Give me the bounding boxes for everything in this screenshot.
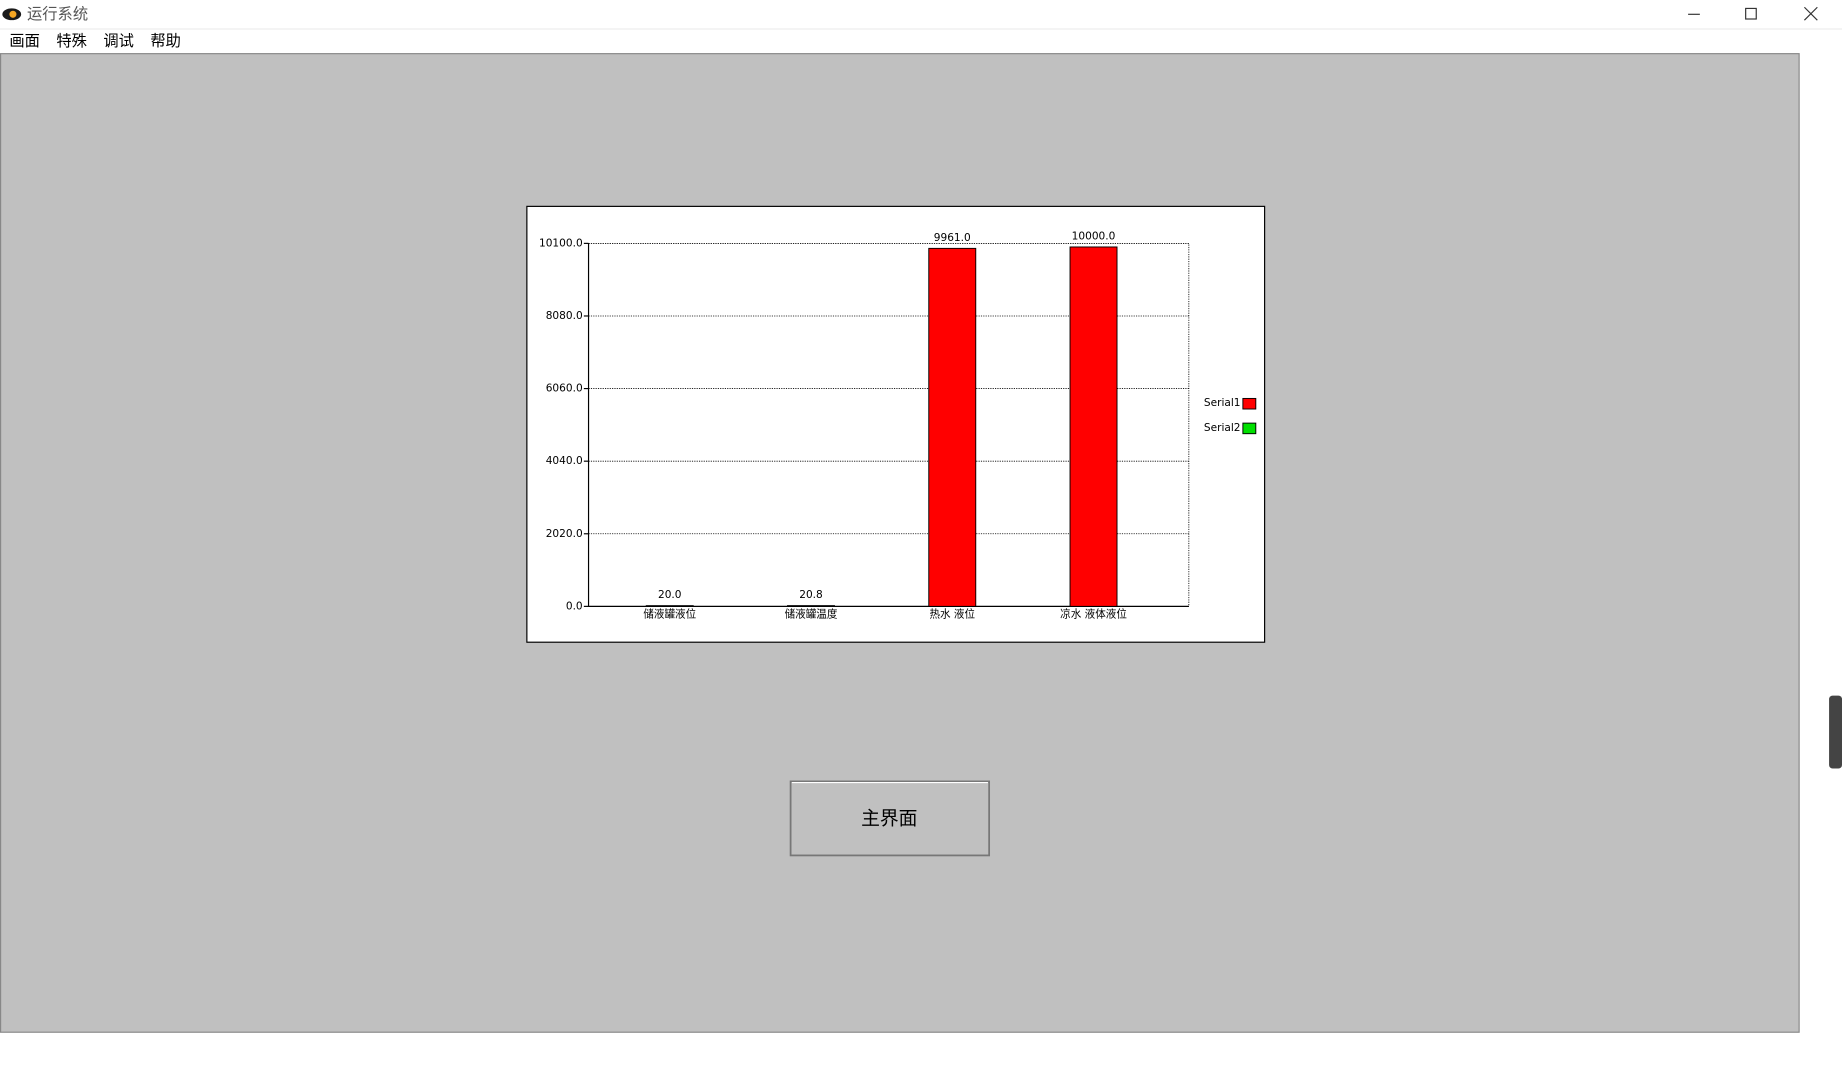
legend-swatch xyxy=(1242,422,1257,435)
restore-button[interactable] xyxy=(1745,7,1757,20)
y-tick-label: 6060.0 xyxy=(546,383,583,395)
value-label: 9961.0 xyxy=(934,232,971,244)
bar xyxy=(645,605,694,607)
side-widget[interactable] xyxy=(1829,695,1842,769)
value-label: 10000.0 xyxy=(1072,230,1116,242)
y-tick-label: 8080.0 xyxy=(546,310,583,322)
chart: 0.0 2020.0 4040.0 6060.0 8080.0 10100.0 储液罐液位 2… xyxy=(539,230,1257,621)
y-tick-label: 4040.0 xyxy=(546,455,583,467)
menu-item[interactable]: 特殊 xyxy=(56,32,87,50)
value-label: 20.0 xyxy=(658,589,682,601)
y-tick-label: 0.0 xyxy=(566,600,583,612)
x-tick-label: 热水 液位 xyxy=(929,608,975,621)
window-title: 运行系统 xyxy=(27,5,88,23)
main-button-label: 主界面 xyxy=(861,808,917,830)
value-label: 20.8 xyxy=(799,589,823,601)
chart-frame xyxy=(526,205,1266,643)
menu-item[interactable]: 调试 xyxy=(103,32,134,50)
y-tick-label: 10100.0 xyxy=(539,237,583,249)
menu-item[interactable]: 画面 xyxy=(9,32,40,50)
legend-label: Serial1 xyxy=(1204,397,1241,409)
x-tick-label: 储液罐液位 xyxy=(643,608,696,621)
menu-item[interactable]: 帮助 xyxy=(150,32,181,50)
main-button[interactable] xyxy=(789,780,991,857)
x-tick-label: 储液罐温度 xyxy=(785,608,838,621)
bar xyxy=(1069,246,1118,607)
legend-label: Serial2 xyxy=(1204,422,1241,434)
legend-swatch xyxy=(1242,397,1257,410)
menu-bar: 画面 特殊 调试 帮助 xyxy=(9,32,181,50)
close-button[interactable] xyxy=(1803,6,1818,21)
y-tick-label: 2020.0 xyxy=(546,528,583,540)
bar xyxy=(928,247,977,607)
bar xyxy=(787,605,835,607)
app-icon-eye xyxy=(9,10,17,18)
x-tick-label: 凉水 液体液位 xyxy=(1060,608,1127,621)
